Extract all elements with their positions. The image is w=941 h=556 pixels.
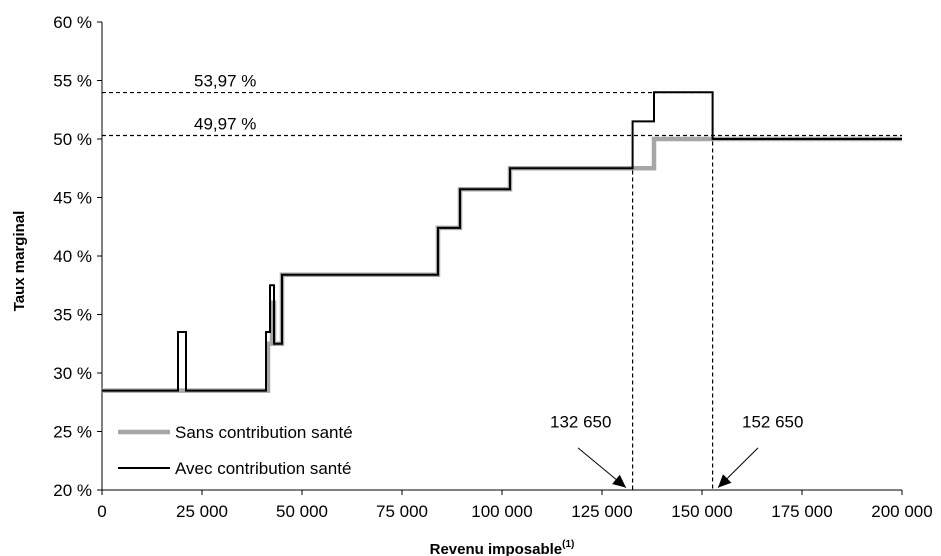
x-axis-title-text: Revenu imposable (430, 541, 563, 556)
annotation-arrow-head (718, 474, 732, 488)
reference-lines: 53,97 % 49,97 % (102, 72, 902, 490)
series-lines (102, 91, 902, 393)
y-tick-label: 25 % (53, 423, 92, 442)
legend-label: Avec contribution santé (175, 459, 351, 478)
y-tick-label: 60 % (53, 13, 92, 32)
x-tick-label: 125 000 (571, 502, 632, 521)
legend-label: Sans contribution santé (175, 423, 353, 442)
y-tick-label: 30 % (53, 364, 92, 383)
annotation-label: 132 650 (550, 413, 611, 432)
y-tick-label: 45 % (53, 189, 92, 208)
x-tick-label: 75 000 (376, 502, 428, 521)
y-tick-label: 35 % (53, 306, 92, 325)
y-tick-label: 40 % (53, 247, 92, 266)
y-axis-title: Taux marginal (11, 211, 28, 312)
y-tick-label: 55 % (53, 72, 92, 91)
y-tick-label: 20 % (53, 481, 92, 500)
x-tick-label: 25 000 (176, 502, 228, 521)
x-axis-title: Revenu imposable(1) (430, 539, 575, 556)
x-tick-label: 150 000 (671, 502, 732, 521)
y-tick-label: 50 % (53, 130, 92, 149)
series-line-sans-contribution (102, 136, 902, 393)
axes: 20 % 25 % 30 % 35 % 40 % 45 % 50 % 55 % 60 % 0 25 … (53, 13, 932, 521)
x-tick-label: 200 000 (871, 502, 932, 521)
annotations: 132 650 152 650 (550, 413, 803, 489)
x-tick-label: 50 000 (276, 502, 328, 521)
x-tick-label: 100 000 (471, 502, 532, 521)
series-line-avec-contribution (102, 91, 902, 392)
annotation-label: 152 650 (742, 413, 803, 432)
x-tick-label: 175 000 (771, 502, 832, 521)
x-tick-label: 0 (97, 502, 106, 521)
x-axis-title-superscript: (1) (562, 539, 574, 550)
reference-line-label: 49,97 % (194, 114, 256, 133)
legend: Sans contribution santé Avec contribution… (118, 423, 353, 478)
reference-line-label: 53,97 % (194, 72, 256, 91)
annotation-arrow-head (612, 474, 626, 488)
